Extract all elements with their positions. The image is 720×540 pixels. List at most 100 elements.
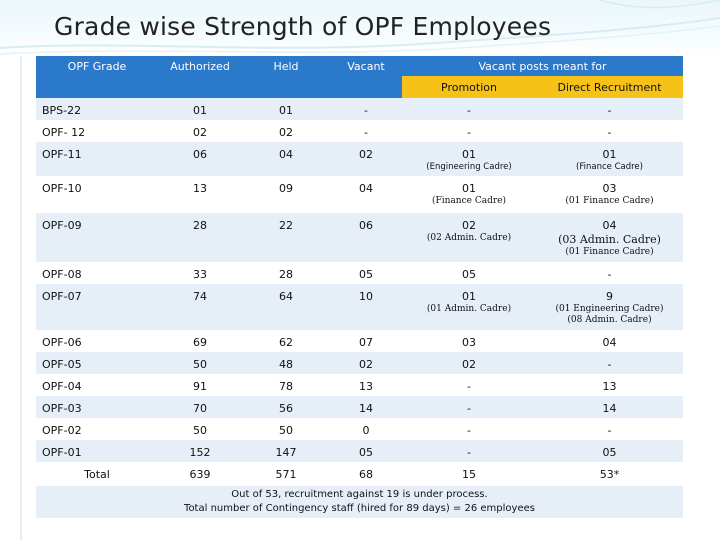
cell-total-held: 571 [242,462,330,486]
cell-direct: - [536,262,683,284]
table-row: OPF-11 06 04 02 01 (Engineering Cadre) 0… [36,142,683,176]
cell-vacant: 05 [330,262,402,284]
cell-authorized: 74 [158,284,242,330]
cell-held: 78 [242,374,330,396]
cell-authorized: 69 [158,330,242,352]
cell-direct: 13 [536,374,683,396]
cell-total-promotion: 15 [402,462,536,486]
cell-grade: OPF- 12 [36,120,158,142]
direct-note: (01 Finance Cadre) [565,196,654,206]
table-row: OPF-01 152 147 05 - 05 [36,440,683,462]
cell-held: 04 [242,142,330,176]
cell-direct: - [536,418,683,440]
cell-promotion: 01 (Engineering Cadre) [402,142,536,176]
promotion-note: (02 Admin. Cadre) [426,233,512,243]
cell-grade: OPF-01 [36,440,158,462]
direct-note: (Finance Cadre) [576,162,643,172]
cell-promotion: 02 [402,352,536,374]
cell-authorized: 70 [158,396,242,418]
cell-promotion: - [402,374,536,396]
cell-authorized: 28 [158,213,242,262]
cell-vacant: - [330,120,402,142]
cell-direct: 04 [536,330,683,352]
cell-authorized: 91 [158,374,242,396]
cell-grade: OPF-07 [36,284,158,330]
table-row: OPF- 12 02 02 - - - [36,120,683,142]
promotion-value: 01 [462,290,476,303]
header-vacant: Vacant [330,56,402,98]
cell-promotion: - [402,396,536,418]
cell-vacant: 07 [330,330,402,352]
table-row: OPF-03 70 56 14 - 14 [36,396,683,418]
cell-held: 147 [242,440,330,462]
cell-grade: OPF-09 [36,213,158,262]
cell-direct: 05 [536,440,683,462]
cell-direct: 14 [536,396,683,418]
cell-authorized: 33 [158,262,242,284]
cell-authorized: 06 [158,142,242,176]
cell-vacant: 05 [330,440,402,462]
cell-direct: 01 (Finance Cadre) [536,142,683,176]
cell-held: 22 [242,213,330,262]
cell-grade: OPF-11 [36,142,158,176]
cell-total-label: Total [36,462,158,486]
table-row: OPF-02 50 50 0 - - [36,418,683,440]
direct-value: 01 [602,148,617,161]
cell-promotion: 01 (01 Admin. Cadre) [402,284,536,330]
cell-direct: - [536,120,683,142]
cell-held: 64 [242,284,330,330]
header-vacant-for: Vacant posts meant for [402,56,683,76]
cell-promotion: 03 [402,330,536,352]
cell-promotion: 01 (Finance Cadre) [402,176,536,213]
cell-vacant: 06 [330,213,402,262]
cell-promotion: 02 (02 Admin. Cadre) [402,213,536,262]
footer-line-2: Total number of Contingency staff (hired… [184,503,535,514]
cell-vacant: 14 [330,396,402,418]
cell-total-vacant: 68 [330,462,402,486]
cell-vacant: 02 [330,142,402,176]
table-row: OPF-09 28 22 06 02 (02 Admin. Cadre) 04 … [36,213,683,262]
table-row: OPF-08 33 28 05 05 - [36,262,683,284]
total-row: Total 639 571 68 15 53* [36,462,683,486]
table-row: OPF-07 74 64 10 01 (01 Admin. Cadre) 9 (… [36,284,683,330]
header-promotion: Promotion [402,76,536,98]
cell-direct: 9 (01 Engineering Cadre) (08 Admin. Cadr… [536,284,683,330]
cell-held: 48 [242,352,330,374]
footer-note: Out of 53, recruitment against 19 is und… [36,486,683,518]
cell-grade: OPF-10 [36,176,158,213]
cell-total-authorized: 639 [158,462,242,486]
cell-grade: OPF-03 [36,396,158,418]
decorative-rule [20,56,22,540]
footer-row: Out of 53, recruitment against 19 is und… [36,486,683,518]
cell-authorized: 50 [158,418,242,440]
cell-held: 50 [242,418,330,440]
cell-grade: OPF-04 [36,374,158,396]
page-title: Grade wise Strength of OPF Employees [54,12,552,41]
cell-grade: OPF-06 [36,330,158,352]
cell-direct: - [536,352,683,374]
cell-authorized: 152 [158,440,242,462]
cell-held: 02 [242,120,330,142]
cell-grade: OPF-02 [36,418,158,440]
table-row: OPF-06 69 62 07 03 04 [36,330,683,352]
cell-total-direct: 53* [536,462,683,486]
header-held: Held [242,56,330,98]
header-direct-recruitment: Direct Recruitment [536,76,683,98]
direct-note-2: (08 Admin. Cadre) [567,315,652,325]
cell-held: 09 [242,176,330,213]
table-row: OPF-10 13 09 04 01 (Finance Cadre) 03 (0… [36,176,683,213]
cell-held: 01 [242,98,330,120]
header-authorized: Authorized [158,56,242,98]
table-row: BPS-22 01 01 - - - [36,98,683,120]
promotion-note: (01 Admin. Cadre) [426,304,512,314]
cell-direct: 03 (01 Finance Cadre) [536,176,683,213]
cell-promotion: - [402,440,536,462]
direct-value: 04 [602,219,617,232]
cell-vacant: 10 [330,284,402,330]
cell-promotion: - [402,98,536,120]
direct-note-2: (01 Finance Cadre) [565,247,654,257]
cell-vacant: 13 [330,374,402,396]
cell-promotion: - [402,120,536,142]
cell-vacant: 02 [330,352,402,374]
cell-held: 62 [242,330,330,352]
